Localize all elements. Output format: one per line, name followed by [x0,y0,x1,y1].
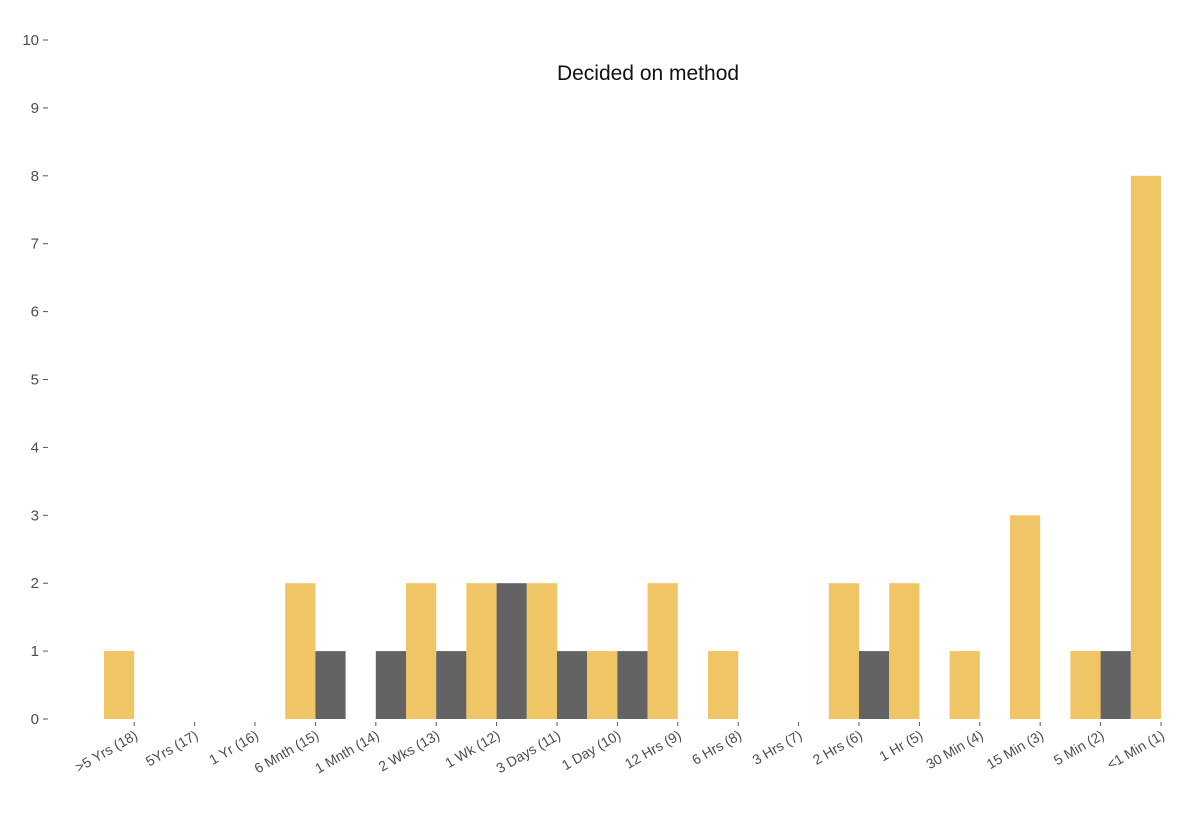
bar [557,651,588,719]
bar [1100,651,1131,719]
x-tick-label: 3 Days (11) [493,727,563,777]
bar [1010,515,1041,719]
x-tick-label: 5Yrs (17) [143,727,201,770]
y-tick-label: 2 [31,575,39,592]
y-tick-label: 10 [22,32,39,49]
bar [526,583,557,719]
x-axis: >5 Yrs (18) 5Yrs (17) 1 Yr (16)6 Mnth (15)… [72,722,1167,776]
bar [406,583,437,719]
x-tick-label: 2 Wks (13) [376,727,443,775]
x-tick-label: 6 Mnth (15) [251,727,321,777]
y-axis: 0 1 2 3 4 5 6 7 8 9 10 [22,32,48,728]
y-tick-label: 1 [31,643,39,660]
x-tick-label: 1 Mnth (14) [312,727,382,777]
x-tick-label: >5 Yrs (18) [72,727,140,776]
bar [859,651,890,719]
x-tick-label: 6 Hrs (8) [689,727,744,768]
y-tick-label: 7 [31,236,39,253]
bar [285,583,316,719]
y-tick-label: 9 [31,100,39,117]
bar [617,651,648,719]
x-tick-label: 15 Min (3) [984,727,1047,772]
x-tick-label: 30 Min (4) [923,727,986,772]
bar [466,583,497,719]
bar [375,651,406,719]
bar [587,651,618,719]
bar [828,583,859,719]
y-tick-label: 5 [31,372,39,389]
bar [889,583,920,719]
bars [104,175,1161,720]
x-tick-label: 3 Hrs (7) [749,727,804,768]
y-tick-label: 8 [31,168,39,185]
bar [1130,175,1161,720]
x-tick-label: 5 Min (2) [1051,727,1107,768]
x-tick-label: <1 Min (1) [1104,727,1167,773]
y-tick-label: 6 [31,304,39,321]
bar [315,651,346,719]
x-tick-label: 12 Hrs (9) [622,727,684,772]
bar [496,583,527,719]
y-tick-label: 4 [31,439,39,456]
y-tick-label: 0 [31,711,39,728]
bar [1070,651,1101,719]
x-tick-label: 1 Day (10) [559,727,624,774]
chart-title: Decided on method [557,62,739,85]
bar [104,651,135,719]
bar [949,651,980,719]
bar [436,651,467,719]
y-tick-label: 3 [31,507,39,524]
x-tick-label: 2 Hrs (6) [810,727,865,768]
x-tick-label: 1 Hr (5) [876,727,925,765]
bar [647,583,678,719]
bar [708,651,739,719]
